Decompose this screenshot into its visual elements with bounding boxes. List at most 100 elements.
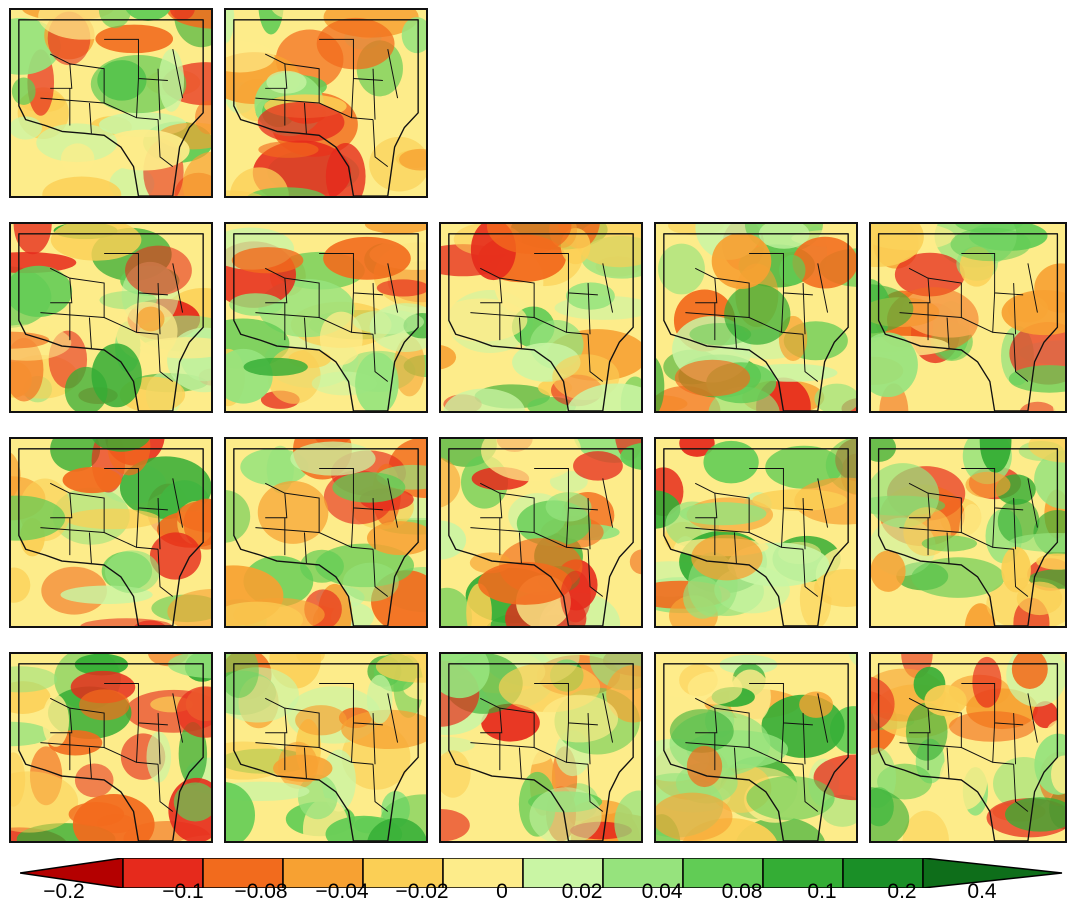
country-border — [565, 292, 589, 335]
colorbar-tick: 0.02 — [561, 880, 603, 903]
country-border — [303, 747, 307, 779]
country-border — [518, 532, 522, 564]
country-border — [946, 532, 950, 564]
country-border — [1013, 549, 1029, 597]
country-border — [387, 478, 399, 528]
colorbar-swatch — [602, 858, 684, 888]
map-panel-r3-c5 — [869, 437, 1067, 628]
country-border — [372, 68, 376, 120]
country-border — [264, 53, 288, 89]
country-border — [157, 334, 174, 382]
country-border — [135, 507, 159, 550]
country-border — [749, 683, 813, 726]
country-border — [602, 263, 614, 313]
coastline — [448, 448, 634, 626]
country-border — [802, 549, 819, 597]
colorbar-swatch — [682, 858, 764, 888]
country-border — [284, 277, 320, 318]
country-border — [319, 683, 383, 726]
country-border — [908, 267, 931, 304]
map-panel-r1-c1 — [9, 8, 213, 198]
country-border — [372, 764, 389, 812]
country-border — [534, 683, 598, 726]
country-border — [303, 317, 307, 349]
country-border — [518, 317, 522, 349]
colorbar-tick: 0.04 — [641, 880, 683, 903]
country-border — [694, 267, 718, 304]
country-border — [69, 277, 105, 318]
colorbar-tick: −0.2 — [43, 880, 85, 903]
coastline — [877, 448, 1059, 626]
country-border — [479, 267, 503, 304]
country-border — [69, 63, 105, 103]
country-border — [1013, 334, 1029, 382]
country-border — [69, 492, 105, 533]
country-border — [135, 78, 159, 121]
colorbar-tick: 0.08 — [721, 880, 763, 903]
colorbar-tick: −0.02 — [395, 880, 449, 903]
country-border — [780, 507, 804, 550]
country-border — [961, 253, 1024, 296]
country-border — [780, 292, 804, 335]
country-border — [303, 532, 307, 564]
country-border — [992, 507, 1014, 550]
country-border — [135, 722, 159, 765]
country-border — [172, 263, 184, 313]
country-border — [49, 697, 73, 734]
country-border — [88, 102, 92, 134]
country-border — [372, 549, 389, 597]
country-border — [927, 707, 962, 748]
country-border — [802, 713, 806, 765]
country-border — [587, 764, 604, 812]
country-border — [817, 693, 829, 743]
country-border — [88, 317, 92, 349]
country-border — [172, 478, 184, 528]
country-border — [602, 478, 614, 528]
country-border — [303, 102, 307, 134]
map-panel-r2-c1 — [9, 222, 213, 413]
country-border — [1013, 498, 1017, 550]
coastline — [663, 233, 849, 411]
country-border — [372, 334, 389, 382]
colorbar-tick: 0.4 — [967, 880, 997, 903]
country-border — [255, 312, 352, 333]
country-border — [40, 97, 137, 119]
country-border — [685, 742, 782, 763]
country-border — [780, 722, 804, 765]
country-border — [387, 49, 399, 99]
map-panel-r2-c2 — [224, 222, 428, 413]
map-panel-r2-c4 — [654, 222, 858, 413]
country-border — [255, 742, 352, 763]
country-border — [319, 38, 383, 81]
colorbar — [20, 858, 1063, 888]
colorbar-swatch — [522, 858, 604, 888]
colorbar-tick: −0.08 — [234, 880, 288, 903]
country-border — [172, 49, 184, 99]
coastline — [233, 663, 419, 841]
country-border — [749, 253, 813, 296]
country-border — [49, 482, 73, 519]
country-border — [946, 747, 950, 779]
country-border — [479, 482, 503, 519]
map-panel-r3-c2 — [224, 437, 428, 628]
coastline — [877, 233, 1059, 411]
country-border — [534, 253, 598, 296]
colorbar-tick: 0.2 — [887, 880, 917, 903]
colorbar-swatch — [842, 858, 924, 888]
country-border — [157, 68, 161, 120]
country-border — [387, 263, 399, 313]
country-border — [817, 263, 829, 313]
country-border — [733, 317, 737, 349]
country-border — [534, 468, 598, 511]
coastline — [18, 663, 204, 841]
colorbar-tick: 0.1 — [807, 880, 837, 903]
country-border — [350, 292, 374, 335]
country-border — [157, 713, 161, 765]
country-border — [992, 722, 1014, 765]
country-border — [1013, 283, 1017, 335]
country-border — [255, 97, 352, 119]
country-border — [49, 53, 73, 89]
country-border — [685, 312, 782, 333]
map-panel-r3-c1 — [9, 437, 213, 628]
country-border — [927, 492, 962, 533]
